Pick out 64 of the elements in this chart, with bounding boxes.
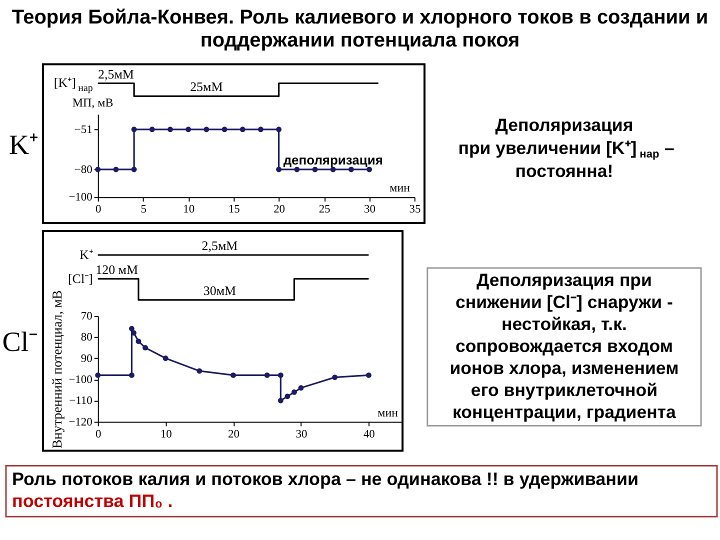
annotation: 30мМ — [203, 282, 237, 298]
annotation: 120 мМ — [96, 262, 139, 277]
x-tick-label: 30 — [364, 204, 376, 216]
text: ионов хлора, изменением — [450, 358, 679, 378]
text: концентрации, градиента — [452, 402, 676, 422]
point — [278, 372, 284, 378]
series-label: [Cl⁻] — [68, 270, 93, 286]
annotation: 25мМ — [190, 79, 224, 94]
annotation: 2,5мМ — [98, 66, 134, 82]
point — [278, 398, 284, 404]
text: Роль потоков калия и потоков хлора – не одинакова !! в удерживании — [12, 469, 639, 490]
text: K⁺ — [8, 130, 38, 162]
text: сопровождается входом — [455, 336, 673, 356]
x-tick-label: 20 — [228, 428, 240, 440]
text: постоянна! — [515, 161, 614, 182]
x-tick-label: 5 — [140, 204, 147, 216]
annotation: 2,5мМ — [202, 238, 238, 254]
y-tick-label: 90 — [80, 352, 93, 365]
x-tick-label: 10 — [183, 204, 195, 216]
annotation: деполяризация — [283, 152, 383, 168]
x-tick-label: 15 — [228, 204, 240, 216]
y-tick-label: −110 — [69, 395, 93, 408]
x-tick-label: 0 — [95, 428, 102, 440]
x-tick-label: 40 — [363, 428, 376, 440]
y-tick-label: −51 — [74, 124, 93, 136]
text: нестойкая, т.к. — [502, 314, 627, 334]
y-tick-label: 80 — [80, 332, 93, 344]
y-tick-label: 70 — [80, 310, 93, 322]
text: Cl⁻ — [2, 326, 38, 358]
y-tick-label: −100 — [68, 374, 93, 386]
y-axis-title: МП, мВ — [72, 96, 114, 110]
y-tick-label: −100 — [68, 192, 93, 204]
x-axis-title: мин — [390, 180, 411, 195]
text: постоянства ПП₀ . — [12, 491, 173, 512]
point — [230, 372, 236, 378]
point — [162, 356, 168, 361]
y-tick-label: −120 — [68, 416, 93, 428]
point — [284, 394, 290, 400]
series-label: K⁺ — [79, 247, 93, 262]
x-axis-title: мин — [378, 405, 399, 420]
point — [128, 372, 134, 378]
point — [196, 368, 202, 374]
y-axis-title: Внутренний потенциал, мВ — [50, 290, 65, 448]
x-tick-label: 25 — [318, 204, 331, 216]
point — [332, 374, 338, 380]
x-tick-label: 20 — [274, 204, 286, 216]
point — [298, 385, 304, 391]
x-tick-label: 35 — [409, 204, 422, 216]
point — [366, 372, 372, 378]
point — [264, 372, 270, 378]
point — [291, 389, 297, 395]
point — [95, 372, 101, 378]
point — [136, 338, 142, 344]
point — [142, 344, 148, 350]
point — [128, 326, 134, 332]
text: Деполяризация — [495, 115, 634, 136]
x-tick-label: 10 — [160, 428, 172, 440]
x-tick-label: 0 — [95, 204, 102, 216]
text: снижении [Cl⁻] снаружи - — [456, 292, 673, 312]
text: Деполяризация при — [476, 270, 652, 290]
text: его внутриклеточной — [470, 380, 658, 400]
x-tick-label: 30 — [296, 428, 308, 440]
y-tick-label: −80 — [74, 164, 93, 176]
chart-title: Теория Бойла-Конвея. Роль калиевого и хлорного токов в создании и поддержании потенциала покоя — [12, 6, 708, 52]
